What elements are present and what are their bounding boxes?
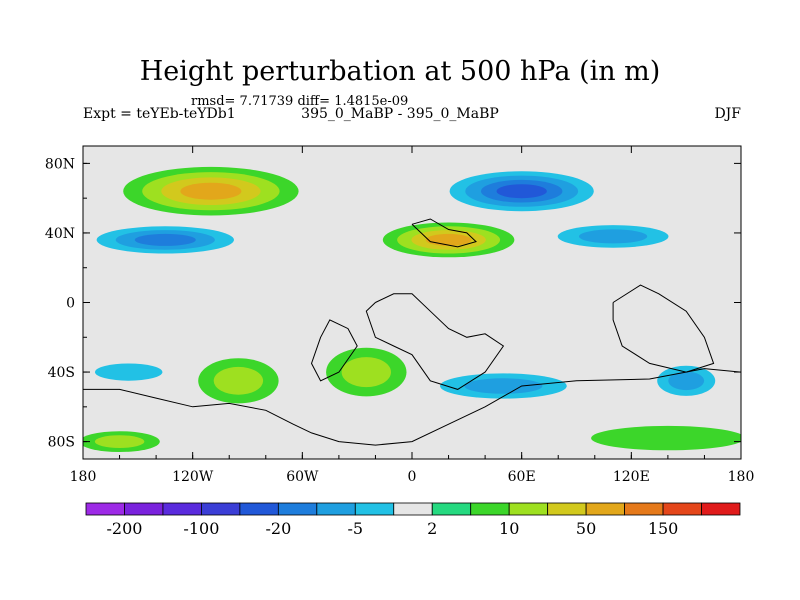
colorbar-label: -5 (348, 519, 364, 538)
field-southern-low-west (83, 358, 184, 386)
colorbar-label: 2 (427, 519, 437, 538)
field-layer (83, 166, 741, 452)
center-label: 395_0_MaBP - 395_0_MaBP (301, 106, 499, 122)
field-far-east-south (646, 359, 727, 402)
contour-level (134, 233, 196, 246)
axis-ticks: 180 120W 60W 0 60E 120E 180 80N 40N 0 40S 80S (45, 146, 754, 485)
colorbar-swatch (316, 502, 356, 516)
x-tick-label: 0 (408, 469, 417, 485)
y-tick-label: 40S (48, 365, 75, 381)
colorbar-swatch (239, 502, 279, 516)
field-west-pacific-band (83, 222, 253, 258)
colorbar-label: -100 (183, 519, 219, 538)
field-atlantic-ridge (382, 222, 515, 258)
field-southern-mid-lat-high (198, 358, 279, 404)
coastline (83, 368, 741, 446)
x-tick-label: 60E (508, 469, 536, 485)
stats-line: rmsd= 7.71739 diff= 1.4815e-09 (191, 94, 409, 109)
colorbar-label: -200 (107, 519, 143, 538)
colorbar-label: 10 (499, 519, 519, 538)
contour-level (213, 366, 264, 395)
colorbar-swatch (585, 502, 625, 516)
contour-level (496, 184, 547, 199)
coastline (310, 319, 358, 382)
colorbar-swatch (201, 502, 241, 516)
y-tick-label: 80N (45, 156, 75, 172)
experiment-label: Expt = teYEb-teYDb1 (83, 106, 236, 122)
x-tick-label: 60W (286, 469, 319, 485)
field-polar-south (83, 431, 160, 452)
contour-level (94, 435, 145, 448)
contour-level (180, 182, 242, 200)
contour-level (95, 363, 163, 381)
contour-level (341, 357, 391, 388)
coastline (411, 218, 477, 248)
colorbar-swatch (547, 502, 587, 516)
field-polar-south-east (591, 425, 741, 451)
contour-level (464, 378, 543, 394)
field-southern-low (415, 368, 592, 404)
field-eurasian-low (434, 166, 610, 216)
contour-level (425, 233, 472, 246)
colorbar-swatch (124, 502, 164, 516)
x-tick-label: 180 (728, 469, 755, 485)
colorbar-swatch (701, 502, 741, 516)
colorbar-swatch (662, 502, 702, 516)
colorbar-swatch (431, 502, 472, 516)
contour-level (668, 371, 705, 391)
colorbar-swatch (393, 502, 433, 516)
colorbar-label: -20 (266, 519, 292, 538)
contour-level (591, 425, 741, 451)
coastline (365, 293, 505, 390)
colorbar-swatch (85, 502, 125, 516)
chart-title: Height perturbation at 500 hPa (in m) (139, 56, 661, 87)
field-north-pacific-high (123, 166, 299, 216)
colorbar-swatch (354, 502, 395, 516)
colorbar-label: 50 (576, 519, 596, 538)
field-south-atlantic (326, 347, 407, 397)
coastline-layer (83, 218, 741, 446)
contour-level (579, 229, 648, 244)
y-tick-label: 40N (45, 226, 75, 242)
colorbar-swatch (162, 502, 202, 516)
colorbar: -200 -100 -20 -5 2 10 50 150 (85, 502, 741, 538)
colorbar-swatch (508, 502, 549, 516)
colorbar-swatch (277, 502, 318, 516)
x-tick-label: 120E (613, 469, 650, 485)
coastline (612, 284, 715, 373)
colorbar-label: 150 (648, 519, 679, 538)
y-tick-label: 80S (48, 435, 75, 451)
colorbar-swatch (470, 502, 510, 516)
field-east-band (536, 220, 690, 253)
x-tick-label: 120W (172, 469, 214, 485)
season-label: DJF (714, 106, 741, 122)
colorbar-swatch (624, 502, 664, 516)
y-tick-label: 0 (66, 296, 75, 312)
x-tick-label: 180 (70, 469, 97, 485)
